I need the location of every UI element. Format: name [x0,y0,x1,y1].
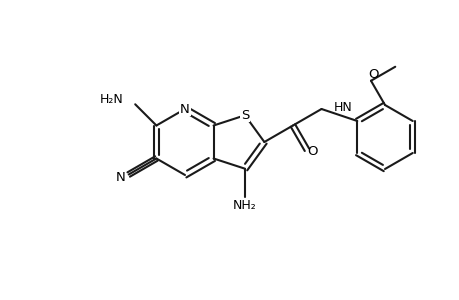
Text: O: O [368,68,378,81]
Text: N: N [116,171,125,184]
Text: NH₂: NH₂ [233,199,256,212]
Text: N: N [180,103,190,116]
Text: H₂N: H₂N [99,93,123,106]
Text: O: O [307,145,318,158]
Text: HN: HN [333,100,352,113]
Text: S: S [240,109,249,122]
